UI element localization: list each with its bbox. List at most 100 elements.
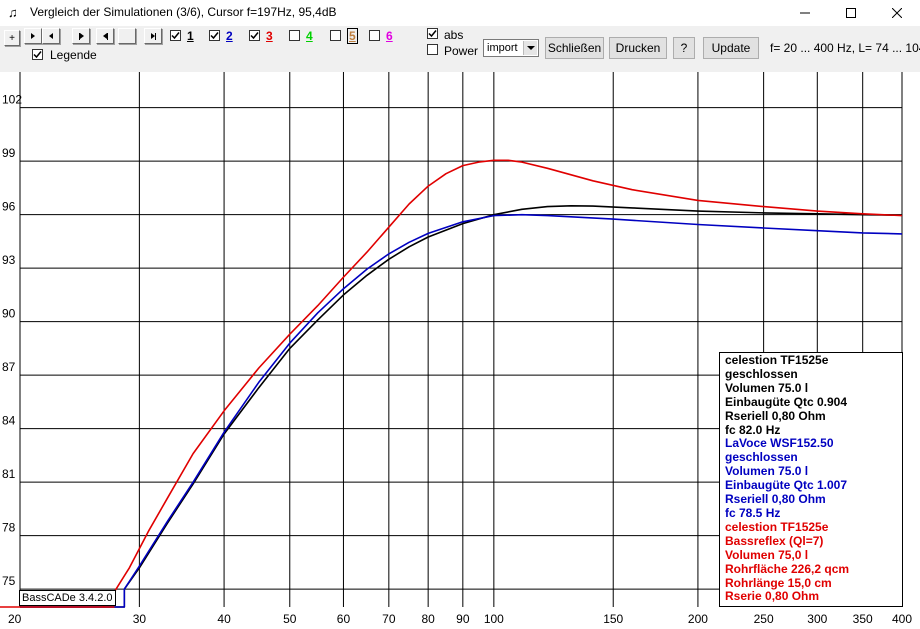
legend-line: geschlossen xyxy=(725,366,798,381)
sim-3-checkbox[interactable] xyxy=(249,30,260,41)
sim-6-label[interactable]: 6 xyxy=(386,29,393,43)
y-tick-label: 96 xyxy=(2,200,16,214)
legend-line: Rohrlänge 15,0 cm xyxy=(725,575,832,590)
legend-group-2: LaVoce WSF152.50 geschlossen Volumen 75.0 … xyxy=(725,437,897,520)
arrow-right-icon xyxy=(79,33,84,39)
close-button[interactable]: Schließen xyxy=(545,37,604,59)
sim-5-checkbox[interactable] xyxy=(330,30,341,41)
nav-prev-button[interactable] xyxy=(42,28,60,44)
plus-label: + xyxy=(9,32,15,44)
maximize-button[interactable] xyxy=(828,0,874,26)
sim-3-label[interactable]: 3 xyxy=(266,29,273,43)
x-tick-label: 150 xyxy=(603,612,623,626)
series-1-line[interactable] xyxy=(20,205,903,608)
minimize-button[interactable] xyxy=(782,0,828,26)
title-bar: ♫ Vergleich der Simulationen (3/6), Curs… xyxy=(0,0,920,26)
nav-blank-button[interactable] xyxy=(118,28,136,44)
legend-line: Einbaugüte Qtc 1.007 xyxy=(725,478,848,493)
legend-line: fc 78.5 Hz xyxy=(725,505,781,520)
checkmark-icon xyxy=(428,30,437,38)
arrow-left-icon xyxy=(102,33,107,39)
series-3-line[interactable] xyxy=(0,159,903,608)
legend-line: celestion TF1525e xyxy=(725,519,829,534)
print-button[interactable]: Drucken xyxy=(609,37,667,59)
legend-line: Rohrfläche 226,2 qcm xyxy=(725,561,850,576)
window-title: Vergleich der Simulationen (3/6), Cursor… xyxy=(30,5,337,19)
sim-5-label[interactable]: 5 xyxy=(347,28,358,44)
arrow-right-icon xyxy=(31,33,35,39)
y-tick-label: 78 xyxy=(2,521,16,535)
sim-4-label[interactable]: 4 xyxy=(306,29,313,43)
legend-line: Rseriell 0,80 Ohm xyxy=(725,492,826,507)
x-tick-label: 350 xyxy=(853,612,873,626)
y-tick-label: 81 xyxy=(2,467,16,481)
x-tick-label: 200 xyxy=(688,612,708,626)
x-tick-label: 20 xyxy=(8,612,22,626)
legend-group-3: celestion TF1525e Bassreflex (Ql=7) Volume… xyxy=(725,519,897,604)
nav-end-button[interactable] xyxy=(144,28,162,44)
y-tick-label: 90 xyxy=(2,307,16,321)
legend-line: Rserie 0,80 Ohm xyxy=(725,589,820,604)
x-tick-label: 80 xyxy=(421,612,435,626)
x-tick-label: 250 xyxy=(754,612,774,626)
sim-1-label[interactable]: 1 xyxy=(187,29,194,43)
legend-line: Volumen 75.0 l xyxy=(725,380,809,395)
x-tick-label: 40 xyxy=(217,612,231,626)
checkmark-icon xyxy=(250,32,259,40)
zoom-in-button[interactable]: + xyxy=(4,30,20,46)
x-tick-label: 400 xyxy=(892,612,912,626)
power-checkbox[interactable] xyxy=(427,44,438,55)
legend-line: Rseriell 0,80 Ohm xyxy=(725,408,826,423)
nav-next-button[interactable] xyxy=(72,28,90,44)
arrow-left-icon xyxy=(49,33,53,39)
y-tick-label: 99 xyxy=(2,146,16,160)
power-label: Power xyxy=(444,44,479,58)
mode-select-value: import xyxy=(487,42,518,54)
chart-svg[interactable]: 20 30 40 50 60 70 80 90 100 150 200 250 300 350 400 75 7… xyxy=(0,72,920,629)
chevron-down-icon xyxy=(523,41,537,55)
legend-group-1: celestion TF1525e geschlossen Volumen 75.0… xyxy=(725,353,897,437)
nav-back-button[interactable] xyxy=(96,28,114,44)
x-tick-label: 60 xyxy=(337,612,351,626)
x-tick-label: 100 xyxy=(484,612,504,626)
frequency-response-chart[interactable]: 20 30 40 50 60 70 80 90 100 150 200 250 300 350 400 75 7… xyxy=(0,72,920,629)
legend-line: Volumen 75,0 l xyxy=(725,547,809,562)
mode-select[interactable]: import xyxy=(483,39,539,57)
sim-4-checkbox[interactable] xyxy=(289,30,300,41)
sim-6-checkbox[interactable] xyxy=(369,30,380,41)
y-tick-label: 75 xyxy=(2,574,16,588)
sim-1-checkbox[interactable] xyxy=(170,30,181,41)
checkmark-icon xyxy=(171,32,180,40)
y-tick-label: 87 xyxy=(2,360,16,374)
basscade-app-icon[interactable]: ♫ xyxy=(8,5,18,20)
range-info: f= 20 ... 400 Hz, L= 74 ... 104 dB xyxy=(770,41,920,55)
close-window-button[interactable] xyxy=(874,0,920,26)
arrow-right-icon xyxy=(150,33,155,39)
toolbar: + 1 2 3 4 5 6 Legende abs Power import Schlie… xyxy=(0,26,920,72)
legend-line: Volumen 75.0 l xyxy=(725,464,809,479)
x-tick-label: 30 xyxy=(133,612,147,626)
nav-first-button[interactable] xyxy=(24,28,42,44)
maximize-icon xyxy=(846,8,856,18)
sim-2-label[interactable]: 2 xyxy=(226,29,233,43)
legend-label: Legende xyxy=(50,48,97,62)
y-tick-label: 93 xyxy=(2,253,16,267)
version-label: BassCADe 3.4.2.0 xyxy=(19,590,116,606)
minimize-icon xyxy=(800,12,810,14)
legend-line: geschlossen xyxy=(725,450,798,465)
legend-checkbox[interactable] xyxy=(32,49,43,60)
legend-line: fc 82.0 Hz xyxy=(725,422,781,437)
sim-2-checkbox[interactable] xyxy=(209,30,220,41)
close-icon xyxy=(892,8,902,18)
y-tick-label: 102 xyxy=(2,93,22,107)
x-tick-label: 300 xyxy=(807,612,827,626)
legend-line: celestion TF1525e xyxy=(725,353,829,367)
x-tick-label: 50 xyxy=(283,612,297,626)
series-2-line[interactable] xyxy=(20,213,903,608)
legend-line: LaVoce WSF152.50 xyxy=(725,436,834,451)
update-button[interactable]: Update xyxy=(703,37,759,59)
help-button[interactable]: ? xyxy=(673,37,695,59)
x-tick-label: 90 xyxy=(456,612,470,626)
abs-label: abs xyxy=(444,28,464,42)
abs-checkbox[interactable] xyxy=(427,28,438,39)
